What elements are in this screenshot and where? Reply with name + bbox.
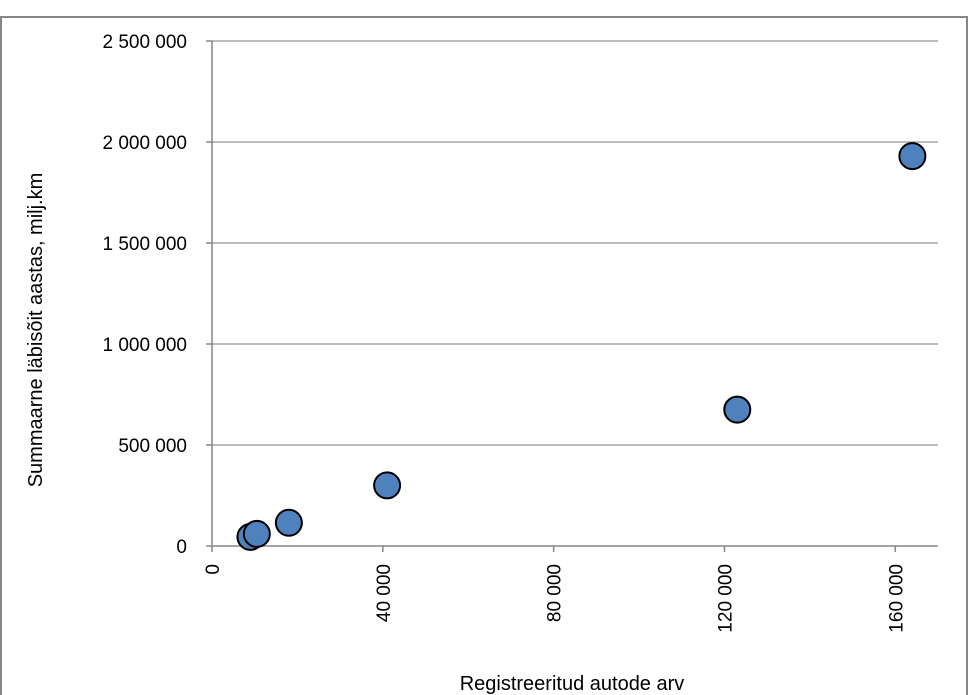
chart-border	[0, 16, 968, 695]
gridlines	[212, 40, 938, 446]
data-point	[274, 508, 303, 537]
x-tick-label: 0	[203, 564, 224, 575]
y-tick-label: 1 500 000	[102, 234, 187, 255]
data-point	[373, 471, 402, 500]
y-tick-label: 0	[176, 537, 187, 558]
data-point	[898, 142, 927, 171]
data-point	[242, 519, 271, 548]
data-point	[723, 395, 752, 424]
x-tick-label: 120 000	[715, 564, 736, 633]
x-tick-label: 160 000	[886, 564, 907, 633]
y-tick-label: 500 000	[118, 436, 187, 457]
axes	[211, 41, 938, 547]
x-tick-label: 80 000	[545, 564, 566, 622]
y-tick-label: 2 000 000	[102, 133, 187, 154]
data-points	[236, 142, 927, 551]
y-tick-label: 2 500 000	[102, 32, 187, 53]
x-tick-label: 40 000	[374, 564, 395, 622]
x-axis-label: Registreeritud autode arv	[460, 673, 685, 695]
x-axis-ticks: 0 40 000 80 000 120 000 160 000	[203, 546, 907, 633]
y-axis-ticks: 0 500 000 1 000 000 1 500 000 2 000 000 2 500…	[102, 32, 212, 558]
y-axis-label: Summaarne läbisõit aastas, milj.km	[25, 173, 47, 488]
y-tick-label: 1 000 000	[102, 335, 187, 356]
